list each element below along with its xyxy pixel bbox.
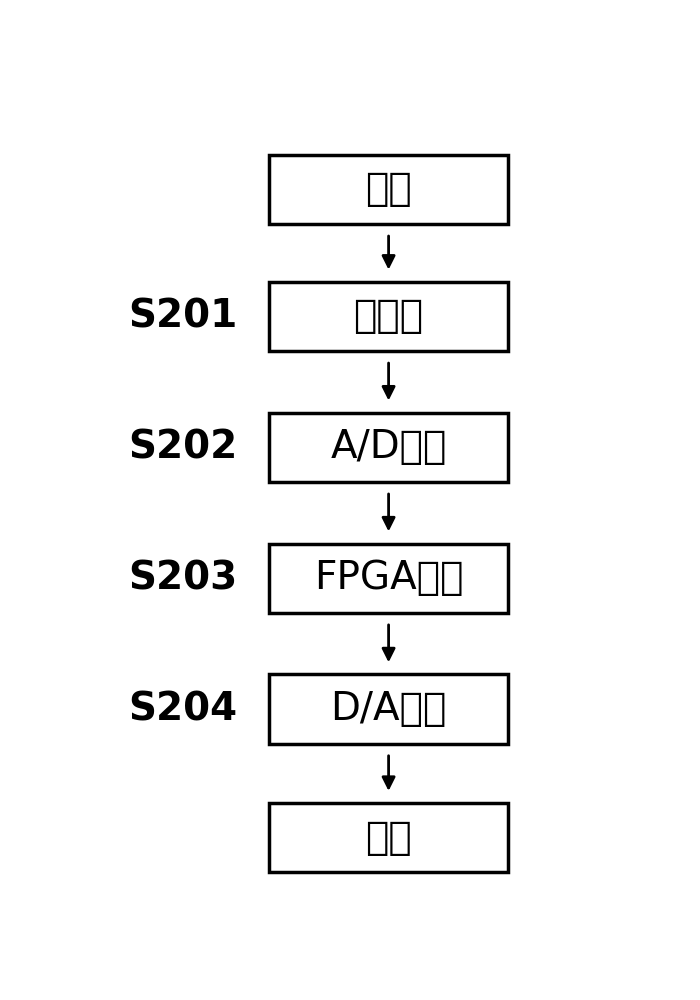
- Text: S201: S201: [128, 297, 237, 335]
- FancyBboxPatch shape: [270, 674, 508, 744]
- FancyBboxPatch shape: [270, 413, 508, 482]
- FancyBboxPatch shape: [270, 155, 508, 224]
- Text: 放大器: 放大器: [354, 297, 424, 335]
- FancyBboxPatch shape: [270, 543, 508, 613]
- Text: D/A转换: D/A转换: [330, 690, 447, 728]
- Text: FPGA处理: FPGA处理: [314, 559, 463, 597]
- Text: 输出: 输出: [365, 819, 412, 857]
- Text: A/D转换: A/D转换: [330, 428, 447, 466]
- FancyBboxPatch shape: [270, 282, 508, 351]
- Text: S204: S204: [128, 690, 237, 728]
- Text: 输入: 输入: [365, 170, 412, 208]
- FancyBboxPatch shape: [270, 803, 508, 872]
- Text: S203: S203: [128, 559, 237, 597]
- Text: S202: S202: [128, 428, 237, 466]
